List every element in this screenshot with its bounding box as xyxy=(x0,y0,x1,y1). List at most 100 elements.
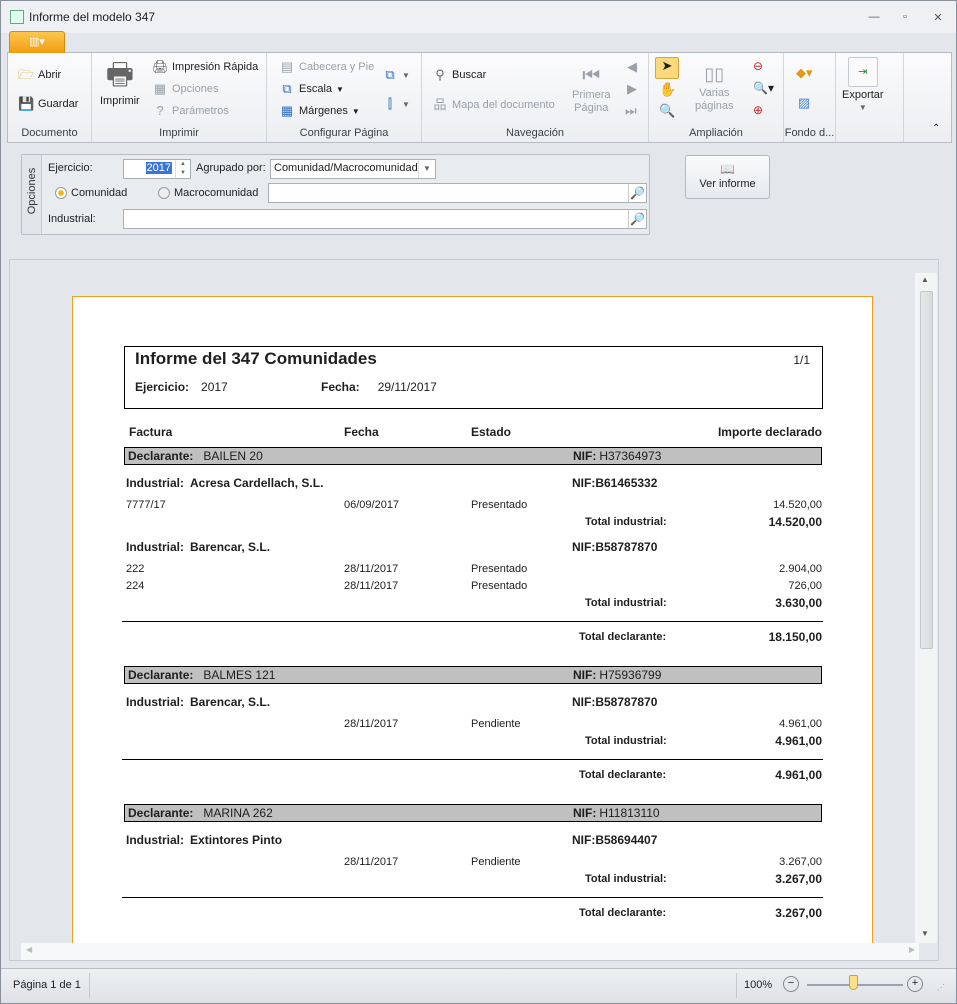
declarante-label-pair: Declarante: BALMES 121 xyxy=(128,667,275,683)
line-importe: 3.267,00 xyxy=(779,856,822,868)
industrial-label-pair: Industrial: Barencar, S.L. xyxy=(126,539,270,555)
horizontal-scrollbar[interactable]: ◀ ▶ xyxy=(21,943,919,960)
group-label: Fondo d... xyxy=(784,127,835,139)
zoom-icon[interactable]: 🔍▾ xyxy=(753,81,774,95)
declarante-label: Declarante: xyxy=(128,449,194,463)
pointer-tool-button[interactable]: ➤ xyxy=(655,57,679,79)
application-menu-button[interactable]: ▥▾ xyxy=(9,31,65,53)
abrir-button[interactable]: 🗁 Abrir xyxy=(18,67,61,83)
industrial-label: Industrial: xyxy=(48,213,96,225)
ejercicio-label: Ejercicio: xyxy=(135,380,190,394)
nif-label: NIF: xyxy=(573,668,597,682)
radio-comunidad-label: Comunidad xyxy=(71,187,128,199)
group-label: Navegación xyxy=(505,127,565,139)
line-estado: Presentado xyxy=(471,499,528,511)
parametros-button[interactable]: ? Parámetros xyxy=(152,103,228,119)
spinner-arrows-icon[interactable]: ▲ ▼ xyxy=(175,160,190,178)
last-page-icon[interactable]: ⏭ xyxy=(625,103,637,118)
industrial-label-pair: Industrial: Acresa Cardellach, S.L. xyxy=(126,475,323,491)
total-industrial-value: 3.630,00 xyxy=(775,596,822,610)
search-icon[interactable]: 🔎 xyxy=(628,184,646,202)
total-declarante-label: Total declarante: xyxy=(579,769,667,781)
orientation-button[interactable]: ⧉ ▼ xyxy=(382,67,410,83)
close-button[interactable]: ✕ xyxy=(933,12,943,24)
total-declarante-label: Total declarante: xyxy=(579,631,667,643)
page-color-icon[interactable]: ◆▾ xyxy=(796,65,813,80)
scroll-down-icon[interactable]: ▼ xyxy=(921,929,929,938)
declarante-bar xyxy=(124,666,822,684)
line-fecha: 28/11/2017 xyxy=(344,718,399,730)
search-icon[interactable]: 🔎 xyxy=(628,210,646,228)
line-estado: Pendiente xyxy=(471,856,521,868)
impresion-rapida-button[interactable]: 🖨 Impresión Rápida xyxy=(152,59,258,75)
line-factura: 224 xyxy=(126,580,145,592)
industrial-nif-label: NIF: xyxy=(572,833,596,847)
chevron-down-icon[interactable]: ▼ xyxy=(418,160,435,178)
radio-comunidad[interactable]: Comunidad xyxy=(55,187,127,199)
primera-pagina-button[interactable]: ⏮ Primera Página xyxy=(572,63,611,115)
collapse-ribbon-icon[interactable]: ⌃ xyxy=(932,123,941,134)
zoom-slider-thumb[interactable] xyxy=(849,975,858,990)
opciones-button[interactable]: ▦ Opciones xyxy=(152,81,219,97)
document-map-icon: 品 xyxy=(433,97,447,112)
group-label: Ampliación xyxy=(689,127,743,139)
escala-button[interactable]: ⧉ Escala ▼ xyxy=(279,81,344,97)
fecha-value: 29/11/2017 xyxy=(377,380,437,394)
nif-label-pair: NIF: H75936799 xyxy=(573,667,661,683)
industrial-nif: B58787870 xyxy=(595,540,658,554)
scroll-up-icon[interactable]: ▲ xyxy=(921,275,929,284)
exportar-button[interactable]: ⇥ Exportar ▼ xyxy=(842,57,884,112)
total-industrial-value: 14.520,00 xyxy=(768,515,822,529)
cabecera-button[interactable]: ▤ Cabecera y Pie xyxy=(279,59,374,75)
agrupado-value: Comunidad/Macrocomunidad xyxy=(274,162,418,174)
dropdown-arrow-icon: ▼ xyxy=(351,106,360,116)
declarante-name: BALMES 121 xyxy=(203,668,276,682)
next-page-icon[interactable]: ▶ xyxy=(627,81,637,96)
column-header: Importe declarado xyxy=(717,425,822,439)
industrial-search-input[interactable]: 🔎 xyxy=(123,209,647,229)
zoom-out-button[interactable]: − xyxy=(783,976,799,992)
ver-informe-button[interactable]: 📖 Ver informe xyxy=(685,155,770,199)
varias-paginas-button[interactable]: ▯▯ Varias páginas xyxy=(695,61,734,113)
margenes-button[interactable]: ▦ Márgenes ▼ xyxy=(279,103,360,119)
radio-macrocomunidad[interactable]: Macrocomunidad xyxy=(158,187,258,199)
line-factura: 7777/17 xyxy=(126,499,166,511)
previous-page-icon[interactable]: ◀ xyxy=(627,59,637,74)
maximize-button[interactable]: ▫ xyxy=(903,11,907,23)
resize-grip-icon[interactable]: ⋰ xyxy=(937,983,945,992)
scroll-right-icon[interactable]: ▶ xyxy=(908,945,915,954)
ver-informe-label: Ver informe xyxy=(699,178,756,190)
group-imprimir: 🖶 Imprimir 🖨 Impresión Rápida ▦ Opciones ? P… xyxy=(92,53,267,142)
section-divider xyxy=(122,759,823,760)
agrupado-select[interactable]: Comunidad/Macrocomunidad ▼ xyxy=(270,159,436,179)
guardar-button[interactable]: 💾 Guardar xyxy=(18,96,78,112)
divider xyxy=(89,973,90,998)
industrial-nif: B58694407 xyxy=(595,833,658,847)
zoom-in-icon[interactable]: ⊕ xyxy=(753,103,764,117)
page-size-button[interactable]: ⫿ ▼ xyxy=(382,96,410,112)
vertical-scrollbar[interactable]: ▲ ▼ xyxy=(915,273,937,943)
radio-unselected-icon xyxy=(158,187,170,199)
zoom-tool-icon[interactable]: 🔍 xyxy=(659,103,676,118)
ejercicio-value: 2017 xyxy=(201,380,228,394)
quick-print-icon: 🖨 xyxy=(152,59,169,74)
scroll-left-icon[interactable]: ◀ xyxy=(26,945,33,954)
imprimir-button[interactable]: 🖶 Imprimir xyxy=(100,57,140,107)
hand-tool-icon[interactable]: ✋ xyxy=(659,81,677,97)
ejercicio-value: 2017 xyxy=(145,162,172,174)
export-icon: ⇥ xyxy=(847,57,878,87)
minimize-button[interactable]: — xyxy=(868,11,880,23)
comunidad-search-input[interactable]: 🔎 xyxy=(268,183,647,203)
total-industrial-label: Total industrial: xyxy=(585,597,667,609)
ejercicio-spinner[interactable]: 2017 ▲ ▼ xyxy=(123,159,191,179)
mapa-label: Mapa del documento xyxy=(452,99,555,111)
mapa-documento-button[interactable]: 品 Mapa del documento xyxy=(432,97,555,113)
buscar-button[interactable]: ⚲ Buscar xyxy=(432,67,486,83)
zoom-out-icon[interactable]: ⊖ xyxy=(753,59,764,73)
exportar-label: Exportar xyxy=(842,89,884,101)
watermark-icon[interactable]: ▨ xyxy=(798,95,811,110)
scrollbar-thumb[interactable] xyxy=(920,291,933,649)
zoom-in-button[interactable]: + xyxy=(907,976,923,992)
report-page: Informe del 347 Comunidades 1/1 Ejercicio:… xyxy=(72,296,873,956)
